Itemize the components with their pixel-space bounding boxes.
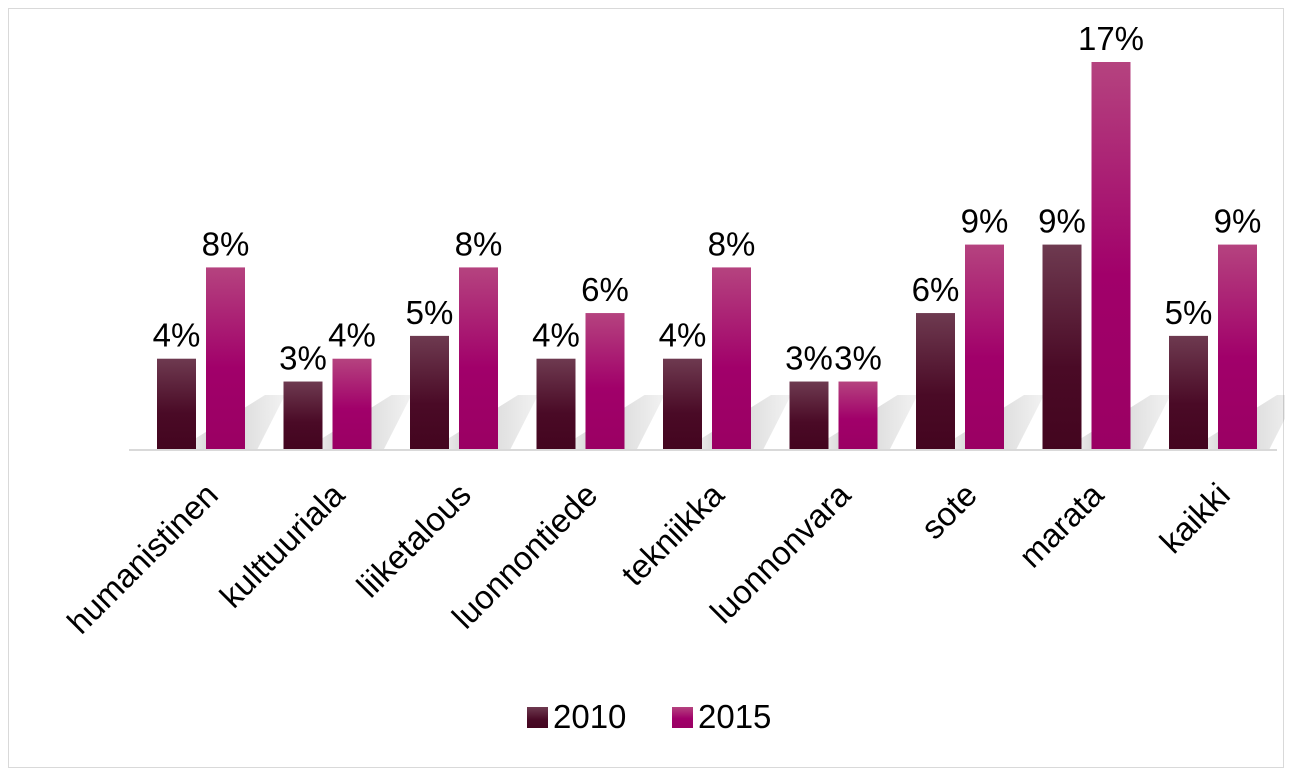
value-label-2010-luonnontiede: 4% xyxy=(532,317,580,354)
value-label-2010-kulttuuriala: 3% xyxy=(279,340,327,377)
bar-2015-marata xyxy=(1091,62,1131,450)
value-label-2015-kaikki: 9% xyxy=(1214,203,1262,240)
bar-2010-kulttuuriala xyxy=(283,381,323,450)
value-label-2015-tekniikka: 8% xyxy=(708,225,756,262)
value-label-2015-kulttuuriala: 4% xyxy=(328,317,376,354)
value-label-2015-luonnontiede: 6% xyxy=(581,271,629,308)
bar-2015-liiketalous xyxy=(459,267,498,450)
category-label-liiketalous: liiketalous xyxy=(349,476,478,605)
value-label-2010-kaikki: 5% xyxy=(1165,294,1213,331)
legend-label-2010: 2010 xyxy=(553,698,626,735)
bar-2010-luonnontiede xyxy=(536,358,576,450)
bar-2015-kulttuuriala xyxy=(332,358,372,450)
bar-2015-tekniikka xyxy=(712,267,751,450)
category-label-kulttuuriala: kulttuuriala xyxy=(212,475,351,614)
value-label-2015-humanistinen: 8% xyxy=(202,225,250,262)
value-labels: 4%8%3%4%5%8%4%6%4%8%3% 3%6%9% 9%17%5%9% xyxy=(153,20,1262,377)
bar-2010-luonnonvara xyxy=(789,381,829,450)
chart-frame: 4% 8% 3% 4% 5% 8% 4% 6% 4% 8% 3% 3% 6% 9% 9% 17% 5% 9% hu… xyxy=(8,8,1285,768)
value-label-2015-luonnonvara: 3% xyxy=(834,340,882,377)
bar-2010-marata xyxy=(1042,244,1082,450)
bar-2010-liiketalous xyxy=(410,335,449,450)
bar-2015-humanistinen xyxy=(206,267,245,450)
value-label-2010-sote: 6% xyxy=(912,271,960,308)
legend-label-2015: 2015 xyxy=(698,698,771,735)
bar-2015-luonnonvara xyxy=(838,381,878,450)
category-label-tekniikka: tekniikka xyxy=(614,475,731,592)
value-label-2015-marata: 17% xyxy=(1078,20,1144,57)
value-label-2010-marata: 9% xyxy=(1038,203,1086,240)
legend: 2010 2015 xyxy=(527,698,771,735)
bars xyxy=(157,62,1257,450)
category-label-humanistinen: humanistinen xyxy=(60,476,225,641)
value-label-2010-humanistinen: 4% xyxy=(153,317,201,354)
bar-2015-luonnontiede xyxy=(585,313,625,450)
bar-2015-kaikki xyxy=(1218,244,1257,450)
bar-2010-kaikki xyxy=(1169,335,1208,450)
bar-2010-tekniikka xyxy=(663,358,702,450)
category-label-kaikki: kaikki xyxy=(1152,476,1237,561)
value-label-2015-liiketalous: 8% xyxy=(455,225,503,262)
bar-2010-humanistinen xyxy=(157,358,196,450)
legend-swatch-2015 xyxy=(672,707,693,728)
bar-chart: 4%8%3%4%5%8%4%6%4%8%3% 3%6%9% 9%17%5%9% hu… xyxy=(60,20,1285,735)
value-label-2010-liiketalous: 5% xyxy=(406,294,454,331)
category-label-marata: marata xyxy=(1012,475,1111,574)
value-label-2010-luonnonvara: 3% xyxy=(785,340,833,377)
category-label-sote: sote xyxy=(914,476,984,546)
value-label-2010-tekniikka: 4% xyxy=(659,317,707,354)
value-label-2015-sote: 9% xyxy=(961,203,1009,240)
bar-2010-sote xyxy=(916,313,955,450)
category-labels: humanistinenkulttuurialaliiketalousluonn… xyxy=(60,475,1237,640)
legend-swatch-2010 xyxy=(527,707,548,728)
bar-2015-sote xyxy=(965,244,1004,450)
